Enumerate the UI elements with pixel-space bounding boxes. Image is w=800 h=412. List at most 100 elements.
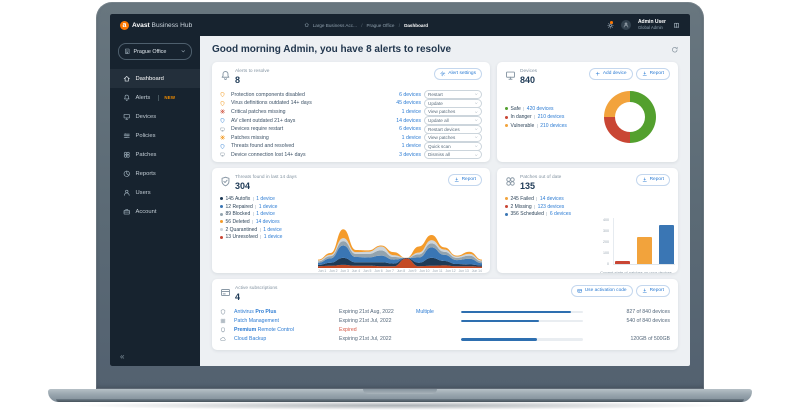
devices-link[interactable]: 14 devices xyxy=(539,195,564,202)
legend-item: 145 Autofix 1 device xyxy=(220,195,312,202)
sidebar-item-label: Account xyxy=(135,208,157,215)
alert-action-select[interactable]: View patches xyxy=(424,107,482,117)
devices-link[interactable]: 45 devices xyxy=(396,100,421,107)
multiple-link[interactable]: Multiple xyxy=(416,308,434,315)
legend-item: 89 Blocked 1 device xyxy=(220,211,312,218)
laptop-base xyxy=(48,389,752,402)
brand[interactable]: a Avast Business Hub xyxy=(120,20,192,30)
breadcrumb-item[interactable]: Large Business Acc... xyxy=(313,23,364,28)
shield-icon xyxy=(220,118,225,123)
devices-link[interactable]: 1 device xyxy=(263,234,283,241)
devices-link[interactable]: 3 devices xyxy=(399,151,421,158)
legend-dot xyxy=(505,124,508,128)
devices-link[interactable]: 6 devices xyxy=(549,211,571,218)
download-icon xyxy=(454,177,459,182)
report-button[interactable]: Report xyxy=(635,285,670,297)
org-selector[interactable]: Prague Office xyxy=(118,43,192,60)
subscription-link[interactable]: Premium Remote Control xyxy=(234,327,294,334)
sidebar-item-users[interactable]: Users xyxy=(110,183,200,202)
devices-link[interactable]: 14 devices xyxy=(255,218,280,225)
alert-action-select[interactable]: Dismiss all xyxy=(424,150,482,160)
area-series-unresolved xyxy=(318,258,482,268)
alert-action-select[interactable]: View patches xyxy=(424,133,482,143)
area-series-quarantined xyxy=(318,237,482,262)
sidebar-item-patches[interactable]: Patches xyxy=(110,145,200,164)
avatar[interactable] xyxy=(620,20,631,30)
shield-check-icon xyxy=(221,176,230,187)
shield-check-icon xyxy=(220,176,231,187)
devices-link[interactable]: 123 devices xyxy=(537,203,565,210)
report-button[interactable]: Report xyxy=(447,174,482,186)
devices-link[interactable]: 1 device xyxy=(256,211,275,218)
devices-link[interactable]: 6 devices xyxy=(399,126,421,133)
alert-text: Protection components disabled xyxy=(231,91,305,98)
home-icon[interactable] xyxy=(304,22,310,28)
subscription-link[interactable]: Cloud Backup xyxy=(234,336,267,343)
subscription-link[interactable]: Antivirus Pro Plus xyxy=(234,308,277,315)
legend-dot xyxy=(220,220,223,224)
topbar: a Avast Business Hub Large Business Acc.… xyxy=(110,14,690,36)
alert-row: Patches missing 1 device View patches xyxy=(220,133,482,143)
devices-link[interactable]: 1 device xyxy=(263,226,282,233)
patches-icon xyxy=(220,135,225,140)
breadcrumb-item[interactable]: Prague Office xyxy=(366,23,401,28)
use-activation-code-button[interactable]: Use activation code xyxy=(570,285,633,297)
devices-link[interactable]: 6 devices xyxy=(399,91,421,98)
devices-card: Devices 840 Add device Report Safe 420 de… xyxy=(497,62,678,162)
progress-bar xyxy=(461,310,583,314)
monitor-icon xyxy=(123,113,130,120)
devices-link[interactable]: 420 devices xyxy=(526,105,554,112)
plus-icon xyxy=(595,71,600,76)
y-tick: 300 xyxy=(603,228,609,233)
patches-icon xyxy=(506,177,515,186)
devices-donut-chart xyxy=(604,91,656,144)
sidebar-nav: Dashboard Alerts NEW Devices Policies Patches… xyxy=(110,69,200,221)
devices-link[interactable]: 210 devices xyxy=(540,122,567,129)
sidebar-item-reports[interactable]: Reports xyxy=(110,164,200,183)
devices-link[interactable]: 14 devices xyxy=(396,117,421,124)
x-tick: Jun 7 xyxy=(385,269,394,273)
alert-text: Critical patches missing xyxy=(231,108,286,115)
devices-link[interactable]: 1 device xyxy=(258,203,278,210)
chevron-down-icon xyxy=(181,50,185,53)
devices-link[interactable]: 1 device xyxy=(401,108,421,115)
alert-action-select[interactable]: Quick scan xyxy=(424,141,482,151)
alert-settings-button[interactable]: Alert settings xyxy=(434,68,482,80)
sidebar-item-policies[interactable]: Policies xyxy=(110,126,200,145)
user-menu[interactable]: Admin User Global Admin xyxy=(638,19,666,30)
alert-action-select[interactable]: Restart xyxy=(424,90,482,100)
expiry-text: Expired xyxy=(339,327,357,334)
report-button[interactable]: Report xyxy=(635,68,670,80)
org-selector-label: Prague Office xyxy=(133,48,167,55)
x-tick: Jun 5 xyxy=(363,269,372,273)
chevron-down-icon xyxy=(180,48,187,55)
sidebar-item-alerts[interactable]: Alerts NEW xyxy=(110,88,200,107)
sidebar-item-devices[interactable]: Devices xyxy=(110,107,200,126)
devices-link[interactable]: 1 device xyxy=(256,195,275,202)
sidebar-collapse-button[interactable]: « xyxy=(120,352,125,361)
laptop-notch xyxy=(363,389,437,394)
report-button[interactable]: Report xyxy=(635,174,670,186)
book-icon[interactable] xyxy=(673,22,680,29)
alert-action-select[interactable]: Update xyxy=(424,98,482,108)
legend-dot xyxy=(220,205,223,209)
refresh-icon[interactable] xyxy=(671,46,679,54)
x-tick: Jun 1 xyxy=(318,269,327,273)
add-device-button[interactable]: Add device xyxy=(588,68,633,80)
shield-icon xyxy=(220,144,225,149)
subscription-link[interactable]: Patch Management xyxy=(234,318,279,325)
expiry-text: Expiring 21st Jul, 2022 xyxy=(339,336,392,343)
alert-action-select[interactable]: Update all xyxy=(424,116,482,126)
patches-icon xyxy=(123,151,130,158)
legend-item: 356 Scheduled 6 devices xyxy=(505,211,593,218)
subscription-row: Patch Management Expiring 21st Jul, 2022 5… xyxy=(220,316,670,325)
devices-link[interactable]: 1 device xyxy=(401,134,421,141)
devices-link[interactable]: 1 device xyxy=(401,143,421,150)
sidebar-item-account[interactable]: Account xyxy=(110,202,200,221)
threats-area-chart xyxy=(318,229,482,268)
devices-link[interactable]: 210 devices xyxy=(537,114,565,121)
sidebar-item-dashboard[interactable]: Dashboard xyxy=(110,69,200,88)
building-icon xyxy=(125,48,130,55)
alert-action-select[interactable]: Restart devices xyxy=(424,124,482,134)
gear-icon[interactable] xyxy=(607,20,614,29)
